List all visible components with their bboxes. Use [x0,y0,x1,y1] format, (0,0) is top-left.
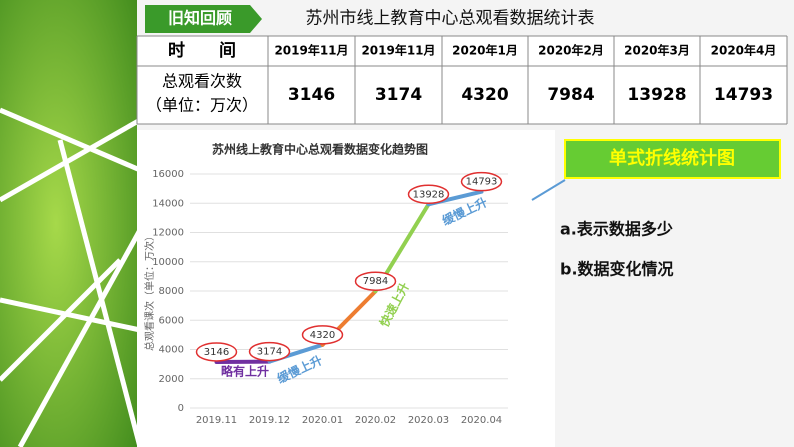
badge [145,5,262,33]
y-tick-label: 2000 [159,374,184,385]
y-tick-label: 6000 [159,315,184,326]
y-tick-label: 4000 [159,345,184,356]
table-date: 2020年2月 [538,43,604,58]
table-date: 2020年4月 [711,43,777,58]
table-date: 2020年1月 [452,43,518,58]
y-axis-label: 总观看课次（单位：万次） [143,231,156,351]
table-header: 总观看次数 [162,72,242,91]
table-value: 13928 [627,85,686,105]
x-tick-label: 2019.11 [196,415,237,426]
table-header: 时 间 [168,40,236,61]
table-date: 2020年3月 [624,43,690,58]
table-date: 2019年11月 [274,43,348,58]
table-date: 2019年11月 [361,43,435,58]
data-label: 13928 [413,189,445,200]
table-value: 14793 [714,85,773,105]
callout-point: b.数据变化情况 [560,260,674,279]
callout-point: a.表示数据多少 [560,220,673,239]
label-circle [354,271,397,291]
y-tick-label: 12000 [152,228,184,239]
label-circle [195,342,238,362]
y-tick-label: 8000 [159,286,184,297]
callout-text: 单式折线统计图 [609,147,735,169]
label-circle [460,171,503,192]
x-tick-label: 2020.02 [355,415,396,426]
label-circle [407,184,450,205]
x-tick-label: 2020.01 [302,415,343,426]
y-tick-label: 10000 [152,257,184,268]
chart-title: 苏州线上教育中心总观看数据变化趋势图 [212,142,428,157]
data-label: 4320 [310,330,335,341]
table-header: （单位：万次） [146,96,258,115]
x-tick-label: 2019.12 [249,415,290,426]
pointer [531,179,566,201]
badge-text: 旧知回顾 [168,9,232,28]
y-tick-label: 16000 [152,169,184,180]
callout-box [564,139,781,179]
x-tick-label: 2020.04 [461,415,502,426]
table-value: 3146 [288,85,335,105]
table-value: 4320 [461,85,508,105]
label-circle [301,325,344,345]
table-title: 苏州市线上教育中心总观看数据统计表 [306,9,595,29]
data-label: 3146 [204,347,229,358]
table-bg [137,36,787,124]
data-label: 3174 [257,347,282,358]
y-tick-label: 14000 [152,198,184,209]
label-circle [248,341,291,362]
left-panel [0,0,140,447]
y-tick-label: 0 [178,403,184,414]
annotation: 略有上升 [221,364,269,379]
decoration [0,107,143,447]
table-value: 7984 [547,85,594,105]
x-tick-label: 2020.03 [408,415,449,426]
data-label: 14793 [466,177,498,188]
table-value: 3174 [375,85,422,105]
data-label: 7984 [363,276,388,287]
